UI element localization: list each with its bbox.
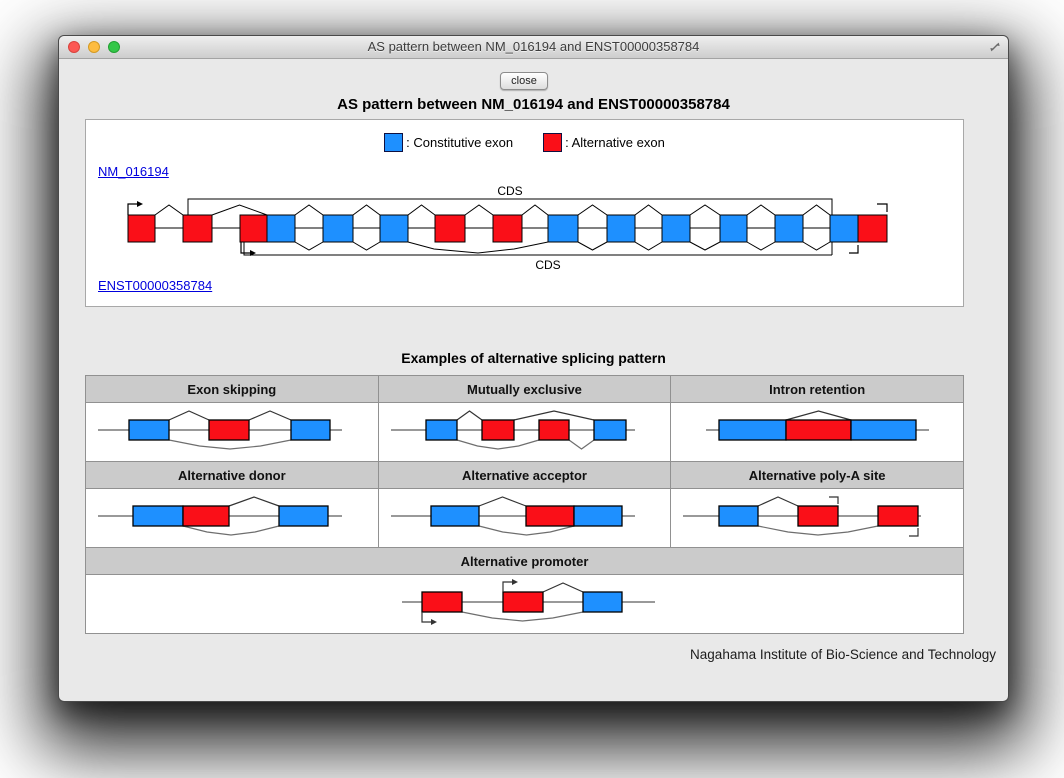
legend-constitutive: : Constitutive exon xyxy=(384,133,513,152)
examples-table: Exon skipping Mutually exclusive Intron … xyxy=(85,375,964,634)
close-window-icon[interactable] xyxy=(68,41,80,53)
legend-constitutive-label: : Constitutive exon xyxy=(406,135,514,150)
pattern-diagram-alternative-promoter xyxy=(402,579,655,625)
examples-title: Examples of alternative splicing pattern xyxy=(401,350,666,366)
pattern-diagram-exon-skipping xyxy=(98,410,342,450)
top-transcript-link[interactable]: NM_016194 xyxy=(98,164,169,179)
constitutive-exon-swatch-icon xyxy=(384,133,404,152)
app-window: AS pattern between NM_016194 and ENST000… xyxy=(58,35,1009,702)
header-mutually-exclusive: Mutually exclusive xyxy=(377,375,672,403)
titlebar[interactable]: AS pattern between NM_016194 and ENST000… xyxy=(59,36,1008,59)
as-pattern-panel: : Constitutive exon : Alternative exon N… xyxy=(85,119,964,307)
pattern-diagram-alternative-donor xyxy=(98,496,342,536)
main-splicing-diagram: CDS CDS xyxy=(127,184,888,272)
footer-credit: Nagahama Institute of Bio-Science and Te… xyxy=(690,647,996,662)
bottom-transcript-link[interactable]: ENST00000358784 xyxy=(98,278,213,293)
legend-alternative: : Alternative exon xyxy=(543,133,665,152)
pattern-diagram-intron-retention xyxy=(706,410,930,441)
alternative-exon-swatch-icon xyxy=(543,133,563,152)
close-button[interactable]: close xyxy=(500,72,548,90)
legend: : Constitutive exon : Alternative exon xyxy=(86,133,963,152)
svg-text:CDS: CDS xyxy=(497,184,522,198)
header-exon-skipping: Exon skipping xyxy=(85,375,379,403)
pattern-diagram-mutually-exclusive xyxy=(390,410,635,450)
header-alternative-polya: Alternative poly-A site xyxy=(670,461,964,489)
header-alternative-acceptor: Alternative acceptor xyxy=(377,461,672,489)
resize-icon[interactable] xyxy=(988,40,1002,54)
page-title: AS pattern between NM_016194 and ENST000… xyxy=(337,96,730,113)
legend-alternative-label: : Alternative exon xyxy=(565,135,665,150)
traffic-lights xyxy=(68,41,120,53)
svg-text:CDS: CDS xyxy=(535,258,560,272)
header-alternative-promoter: Alternative promoter xyxy=(85,547,964,575)
zoom-window-icon[interactable] xyxy=(108,41,120,53)
pattern-diagram-alternative-polya xyxy=(683,496,922,537)
header-intron-retention: Intron retention xyxy=(670,375,964,403)
minimize-window-icon[interactable] xyxy=(88,41,100,53)
pattern-diagram-alternative-acceptor xyxy=(390,496,635,536)
header-alternative-donor: Alternative donor xyxy=(85,461,379,489)
window-title: AS pattern between NM_016194 and ENST000… xyxy=(367,39,700,54)
